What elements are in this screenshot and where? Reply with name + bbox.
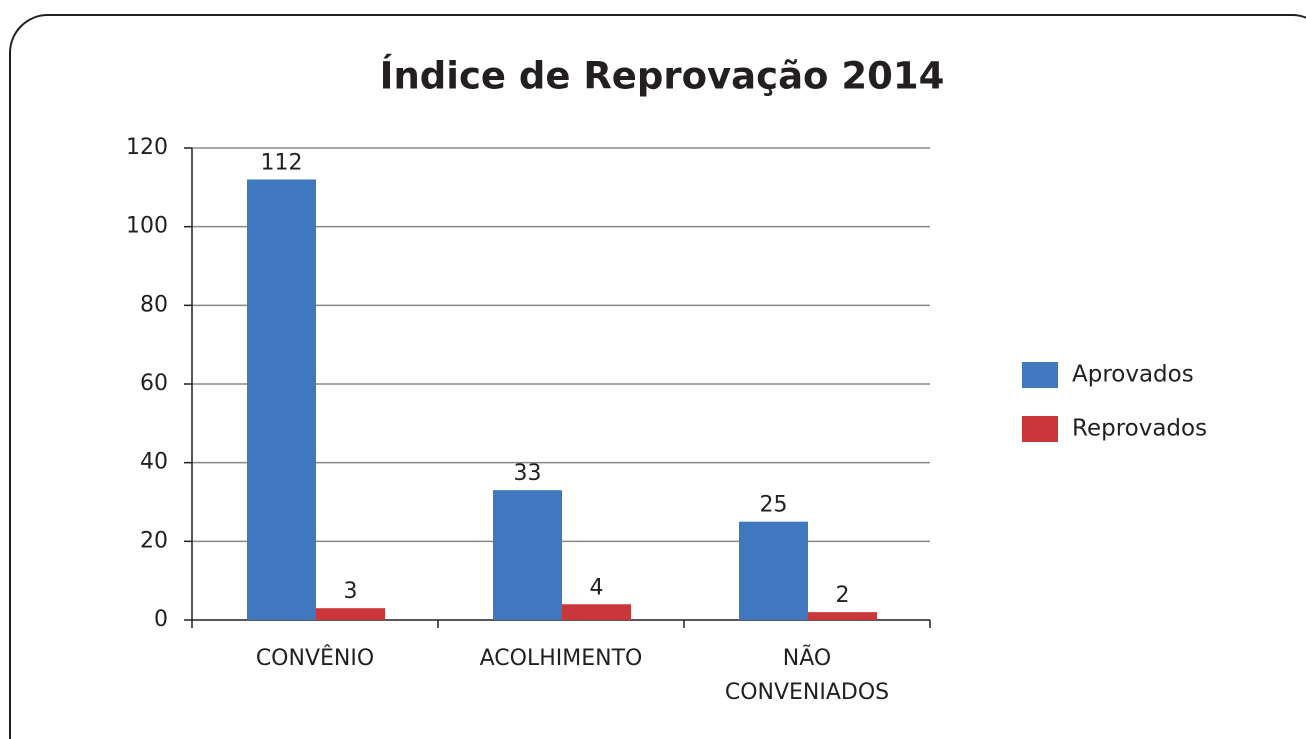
data-label: 25 — [760, 493, 788, 518]
y-tick-label: 120 — [126, 135, 168, 160]
bar — [562, 604, 631, 620]
bar — [493, 490, 562, 620]
data-label: 112 — [261, 150, 303, 175]
x-tick-label: CONVÊNIO — [255, 646, 375, 671]
bar — [739, 521, 808, 620]
x-tick-label: NÃO CONVENIADOS — [724, 646, 890, 705]
x-tick-label-box: NÃO CONVENIADOS — [724, 646, 890, 705]
x-tick-label-box: ACOLHIMENTO — [479, 646, 643, 671]
chart-title: Índice de Reprovação 2014 — [380, 54, 945, 98]
frame — [9, 14, 1306, 739]
data-label: 4 — [590, 575, 604, 600]
y-tick-label: 40 — [140, 450, 168, 475]
y-tick-label: 20 — [140, 528, 168, 553]
y-tick-label: 80 — [140, 292, 168, 317]
legend-swatch — [1022, 362, 1058, 388]
data-label: 3 — [344, 579, 358, 604]
data-label: 33 — [514, 461, 542, 486]
y-tick-label: 0 — [154, 607, 168, 632]
bar — [808, 612, 877, 620]
legend-label: Reprovados — [1072, 416, 1207, 442]
bar — [316, 608, 385, 620]
y-tick-label: 60 — [140, 371, 168, 396]
x-tick-label-box: CONVÊNIO — [255, 646, 375, 671]
data-label: 2 — [836, 583, 850, 608]
x-tick-label: ACOLHIMENTO — [479, 646, 643, 671]
bar — [247, 179, 316, 620]
y-tick-label: 100 — [126, 214, 168, 239]
legend-label: Aprovados — [1072, 362, 1194, 388]
legend-swatch — [1022, 416, 1058, 442]
